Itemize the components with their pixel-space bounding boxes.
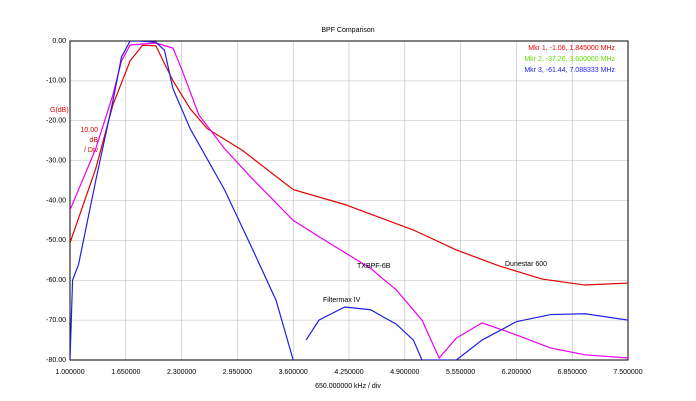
y-scale-label: 10.00 — [80, 127, 98, 134]
y-scale-label: dB — [89, 137, 98, 144]
x-tick-label: 2.300000 — [167, 369, 196, 376]
plot-frame — [69, 40, 629, 361]
y-axis-label: G(dB) — [50, 107, 69, 114]
y-tick-label: -80.00 — [46, 357, 66, 364]
x-tick-label: 4.250000 — [334, 369, 363, 376]
series-label: Dunestar 600 — [505, 261, 547, 268]
x-tick-label: 6.850000 — [558, 369, 587, 376]
x-axis-label: 650.000000 kHz / div — [315, 383, 381, 390]
x-tick-label: 7.500000 — [613, 369, 642, 376]
x-tick-label: 1.000000 — [55, 369, 84, 376]
y-tick-label: -10.00 — [46, 78, 66, 85]
series-label: Filtermax IV — [323, 297, 361, 304]
series-label: TXBPF-6B — [357, 263, 391, 270]
plot-lines — [70, 41, 628, 360]
y-tick-label: -70.00 — [46, 317, 66, 324]
x-tick-label: 2.950000 — [223, 369, 252, 376]
x-tick-label: 3.600000 — [279, 369, 308, 376]
x-tick-label: 6.200000 — [502, 369, 531, 376]
series-line — [70, 42, 628, 360]
x-tick-label: 1.650000 — [111, 369, 140, 376]
marker-readout: Mkr 1, -1.06, 1.845000 MHz — [528, 45, 615, 52]
y-tick-label: -50.00 — [46, 237, 66, 244]
y-tick-label: -30.00 — [46, 157, 66, 164]
y-tick-label: -60.00 — [46, 277, 66, 284]
y-tick-label: -40.00 — [46, 197, 66, 204]
series-line — [70, 41, 628, 360]
series-line — [70, 44, 628, 286]
marker-readout: Mkr 2, -37.26, 3.600000 MHz — [524, 56, 615, 63]
marker-readout: Mkr 3, -61.44, 7.088333 MHz — [524, 67, 615, 74]
y-tick-label: -20.00 — [46, 118, 66, 125]
x-tick-label: 4.900000 — [390, 369, 419, 376]
x-tick-label: 5.550000 — [446, 369, 475, 376]
y-tick-label: 0.00 — [52, 38, 66, 45]
y-scale-label: / Div — [84, 147, 99, 154]
chart-title: BPF Comparison — [321, 27, 374, 34]
